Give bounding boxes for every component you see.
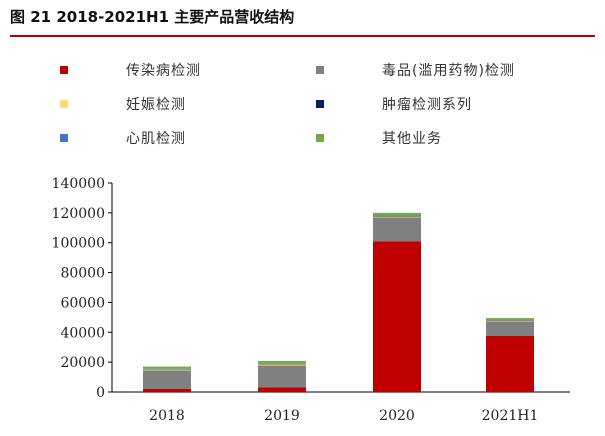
legend-item-cardiac: 心肌检测 [60, 128, 186, 148]
legend-swatch-drug [316, 66, 324, 74]
legend-swatch-other [316, 134, 324, 142]
legend-item-other: 其他业务 [316, 128, 442, 148]
bars [143, 212, 534, 392]
x-tick-label: 2020 [379, 408, 415, 424]
bar-segment-2021H1-0 [486, 336, 534, 392]
y-tick-label: 140000 [52, 176, 105, 192]
x-tick-label: 2019 [264, 408, 300, 424]
title-divider [10, 35, 595, 37]
legend-label-other: 其他业务 [382, 131, 442, 147]
y-tick-label: 60000 [60, 295, 105, 311]
legend-item-infectious: 传染病检测 [60, 60, 201, 80]
legend-swatch-pregnancy [60, 100, 68, 108]
legend: 传染病检测 毒品(滥用药物)检测 妊娠检测 肿瘤检测系列 心肌检测 其他业务 [0, 0, 605, 160]
x-axis: 2018 2019 2020 2021H1 [112, 391, 570, 424]
legend-swatch-cardiac [60, 134, 68, 142]
bar-segment-2020-0 [373, 241, 421, 392]
legend-label-pregnancy: 妊娠检测 [126, 97, 186, 113]
bar-segment-2020-1 [373, 217, 421, 242]
bar-segment-2019-0 [258, 387, 306, 392]
bar-segment-2018-1 [143, 370, 191, 390]
y-tick-label: 120000 [52, 206, 105, 222]
bar-segment-2021H1-1 [486, 321, 534, 337]
chart-title: 图 21 2018-2021H1 主要产品营收结构 [10, 8, 295, 26]
x-tick-label: 2021H1 [482, 408, 539, 424]
y-tick-label: 80000 [60, 266, 105, 282]
legend-label-infectious: 传染病检测 [126, 63, 201, 79]
bar-segment-2018-5 [143, 366, 191, 369]
bar-segment-2018-0 [143, 389, 191, 392]
y-tick-label: 20000 [60, 355, 105, 371]
legend-label-drug: 毒品(滥用药物)检测 [382, 63, 515, 79]
legend-label-tumor: 肿瘤检测系列 [382, 97, 472, 113]
y-tick-label: 40000 [60, 325, 105, 341]
legend-item-drug: 毒品(滥用药物)检测 [316, 60, 515, 80]
x-tick-label: 2018 [149, 408, 185, 424]
bar-segment-2019-1 [258, 365, 306, 388]
y-tick-label: 0 [96, 385, 105, 401]
y-axis: 0 20000 40000 60000 80000 100000 120000 140000 [52, 176, 113, 401]
bar-segment-2019-5 [258, 360, 306, 364]
y-tick-label: 100000 [52, 236, 105, 252]
legend-label-cardiac: 心肌检测 [126, 131, 186, 147]
legend-item-tumor: 肿瘤检测系列 [316, 94, 472, 114]
bar-segment-2020-2 [373, 216, 421, 218]
legend-swatch-tumor [316, 100, 324, 108]
bar-segment-2021H1-2 [486, 320, 534, 322]
legend-swatch-infectious [60, 66, 68, 74]
bar-segment-2019-2 [258, 364, 306, 366]
bar-segment-2020-5 [373, 212, 421, 216]
bar-segment-2018-2 [143, 369, 191, 371]
legend-item-pregnancy: 妊娠检测 [60, 94, 186, 114]
bar-segment-2021H1-5 [486, 318, 534, 321]
